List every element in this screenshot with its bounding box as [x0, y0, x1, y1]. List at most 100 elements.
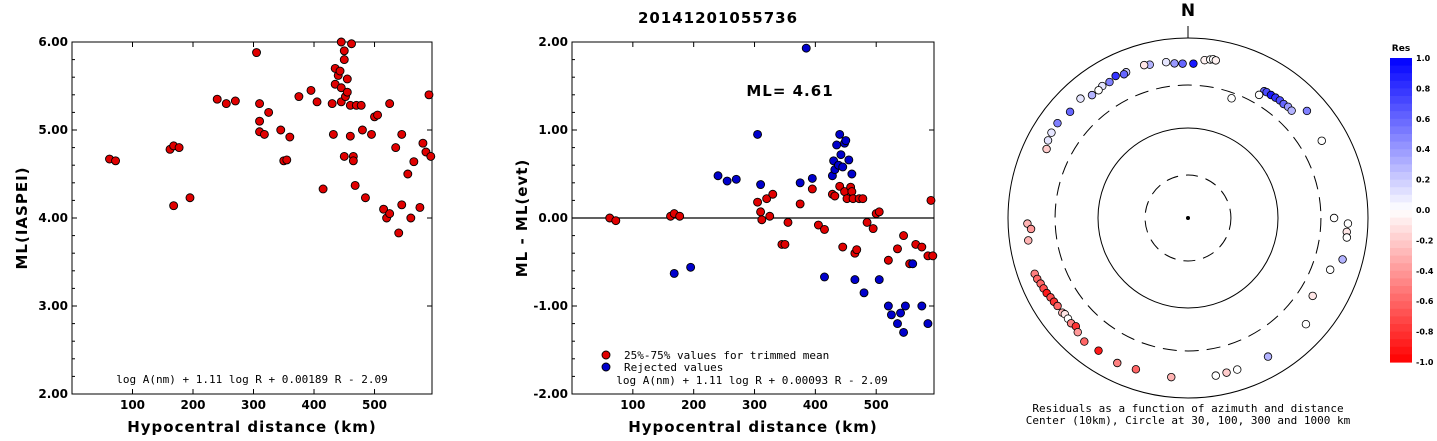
data-point	[285, 132, 295, 142]
data-point	[713, 171, 723, 181]
data-point	[259, 129, 269, 139]
colorbar-segment	[1390, 65, 1412, 74]
formula-label: log A(nm) + 1.11 log R + 0.00189 R - 2.0…	[116, 373, 388, 386]
data-point	[844, 155, 854, 165]
residual-colorbar: Res 1.0 0.8 0.6 0.4 0.2 0.0 -0.2 -0.4 -0.6 -0.8 -1.…	[1390, 44, 1434, 367]
colorbar-segment	[1390, 103, 1412, 112]
station-point	[1047, 128, 1056, 137]
data-point	[795, 199, 805, 209]
x-tick-label: 300	[742, 398, 767, 412]
station-point	[1287, 106, 1296, 115]
station-point	[1301, 319, 1311, 329]
x-tick-label: 500	[864, 398, 889, 412]
colorbar-segment	[1390, 96, 1412, 105]
data-point	[373, 110, 382, 120]
data-point	[397, 200, 407, 210]
colorbar-segment	[1390, 331, 1412, 340]
colorbar-segment	[1390, 118, 1412, 127]
data-point	[757, 215, 767, 225]
data-point	[409, 157, 419, 167]
station-point	[1080, 337, 1089, 346]
colorbar-segment	[1390, 111, 1412, 120]
data-point	[753, 197, 763, 207]
station-point	[1024, 236, 1033, 245]
x-axis-label: Hypocentral distance (km)	[628, 418, 878, 436]
colorbar-segment	[1390, 58, 1412, 67]
data-point	[345, 131, 355, 141]
station-point	[1211, 371, 1220, 380]
data-point	[367, 129, 376, 139]
station-point	[1342, 233, 1352, 242]
data-point	[836, 150, 846, 160]
data-point	[426, 151, 436, 161]
azimuth-residual-polar-panel: N Residuals as a function of azimuth and …	[1007, 1, 1369, 427]
data-point	[379, 204, 389, 214]
colorbar-tick-label: 1.0	[1416, 54, 1431, 63]
y-tick-label: 2.00	[38, 387, 68, 401]
north-label: N	[1181, 1, 1195, 21]
figure-title: 20141201055736	[638, 9, 798, 27]
data-point	[339, 151, 349, 161]
station-point	[1094, 86, 1103, 95]
colorbar-segment	[1390, 156, 1412, 165]
data-point	[348, 156, 358, 166]
colorbar-segment	[1390, 134, 1412, 143]
x-tick-label: 200	[681, 398, 706, 412]
data-point	[832, 140, 842, 150]
colorbar-tick-label: 0.4	[1416, 145, 1431, 154]
data-point	[255, 99, 265, 109]
colorbar-segment	[1390, 217, 1412, 226]
station-point	[1233, 365, 1242, 374]
data-point	[899, 327, 909, 337]
data-point	[756, 180, 766, 190]
data-point	[780, 239, 790, 249]
colorbar-segment	[1390, 286, 1412, 295]
data-point	[838, 162, 848, 172]
y-tick-label: 0.00	[538, 211, 568, 225]
data-point	[893, 244, 902, 254]
data-point	[342, 74, 352, 84]
colorbar-tick-label: -0.8	[1416, 328, 1434, 337]
data-point	[356, 100, 366, 110]
data-point	[230, 96, 240, 106]
legend-label-rejected: Rejected values	[624, 361, 723, 374]
x-tick-label: 300	[241, 398, 266, 412]
data-point	[928, 251, 938, 261]
y-tick-label: 6.00	[38, 35, 68, 49]
station-point	[1170, 59, 1179, 68]
data-point	[306, 85, 316, 95]
station-point	[1189, 59, 1198, 68]
data-point	[318, 184, 328, 194]
x-tick-label: 100	[120, 398, 145, 412]
ring-100km	[1097, 127, 1279, 309]
data-point	[859, 288, 869, 298]
station-point	[1167, 372, 1176, 382]
data-point	[896, 308, 905, 318]
data-point	[923, 319, 933, 329]
station-point	[1329, 213, 1339, 223]
data-point	[339, 55, 349, 65]
data-point	[768, 189, 778, 199]
data-point	[874, 207, 884, 217]
data-point	[722, 176, 732, 186]
station-point	[1105, 77, 1114, 87]
station-point	[1343, 219, 1353, 228]
station-point	[1161, 57, 1171, 67]
y-tick-label: -2.00	[533, 387, 568, 401]
data-point	[403, 169, 413, 179]
station-point	[1111, 71, 1120, 81]
x-tick-label: 200	[180, 398, 205, 412]
y-axis-label: ML - ML(evt)	[513, 159, 531, 277]
data-point	[847, 169, 857, 179]
data-point	[686, 262, 696, 272]
data-point	[874, 275, 884, 285]
colorbar-segment	[1390, 187, 1412, 196]
data-point	[255, 116, 265, 126]
colorbar-segment	[1390, 339, 1412, 348]
colorbar-segment	[1390, 255, 1412, 264]
station-point	[1227, 94, 1236, 103]
center-point	[1186, 216, 1190, 220]
data-point	[835, 129, 845, 139]
polar-caption-line2: Center (10km), Circle at 30, 100, 300 an…	[1026, 414, 1351, 427]
